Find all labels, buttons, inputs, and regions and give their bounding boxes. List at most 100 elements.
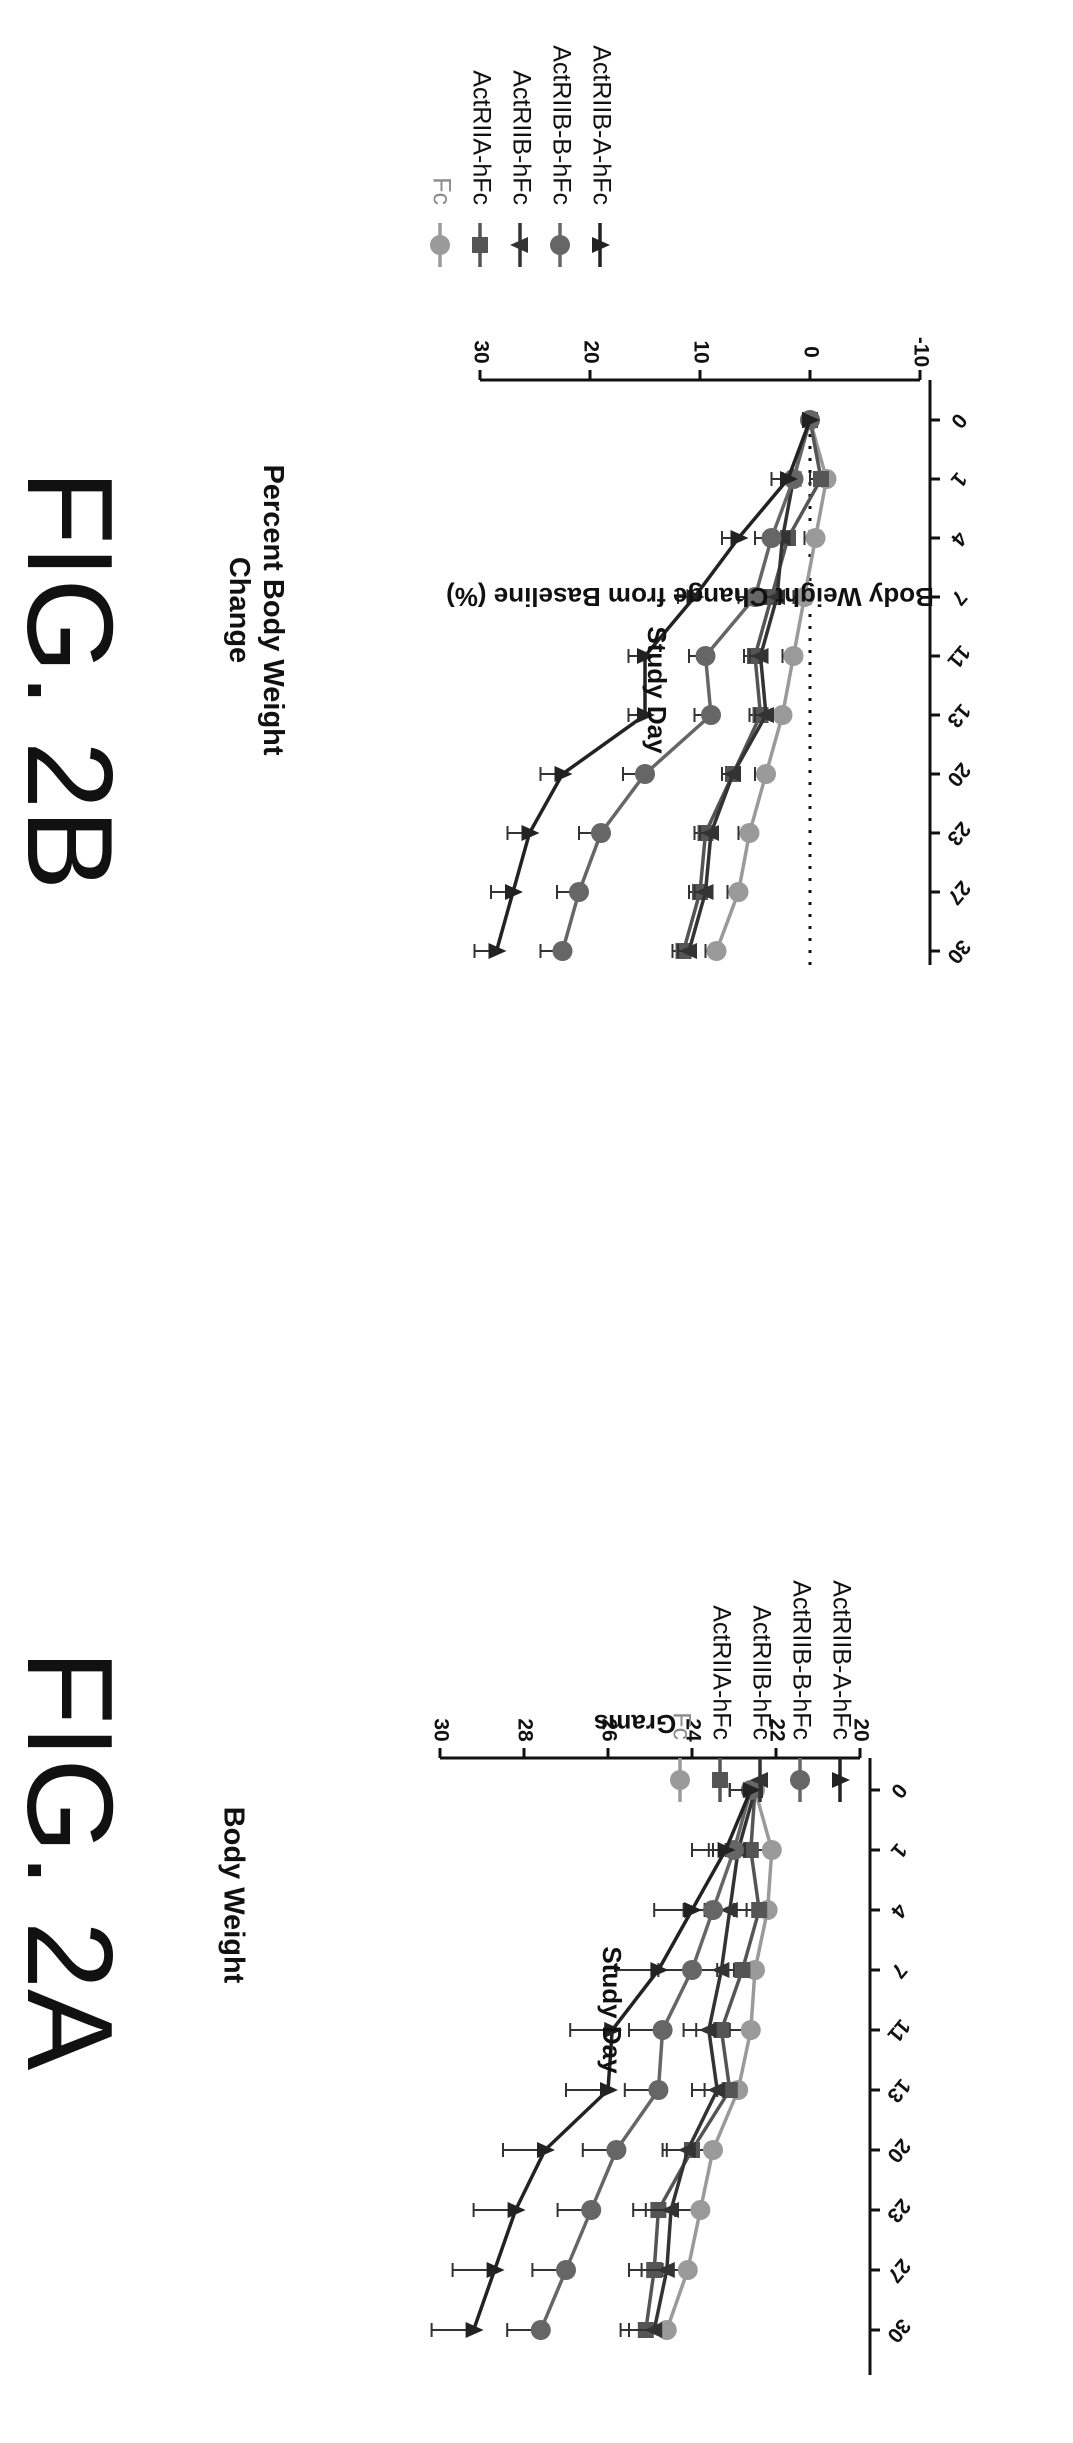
- data-point: [677, 2142, 696, 2158]
- category-tick-label: 20: [942, 758, 975, 791]
- data-point: [635, 764, 655, 784]
- data-point: [569, 882, 589, 902]
- series-line: [681, 419, 823, 952]
- data-point: [780, 471, 798, 487]
- data-point: [802, 412, 820, 428]
- category-tick-label: 1: [886, 1839, 911, 1863]
- data-point: [723, 766, 741, 782]
- category-tick-label: 27: [882, 2254, 915, 2287]
- value-tick-label: 28: [513, 1718, 536, 1742]
- data-point: [783, 646, 804, 666]
- data-point: [650, 1962, 669, 1978]
- data-point: [637, 648, 655, 664]
- series-line: [687, 419, 812, 952]
- category-tick-label: 4: [946, 527, 971, 551]
- legend-item-actriib-b-hfc: ActRIIB-B-hFc: [787, 1580, 815, 1802]
- legend-marker: [670, 1770, 690, 1790]
- data-point: [661, 2202, 679, 2218]
- legend-marker: [832, 1772, 850, 1788]
- data-point: [554, 766, 573, 782]
- data-point: [537, 2142, 555, 2158]
- category-tick-label: 7: [886, 1959, 911, 1983]
- data-point: [761, 1840, 782, 1860]
- category-tick-label: 11: [943, 641, 975, 673]
- series-line: [714, 419, 829, 952]
- data-point: [581, 2200, 602, 2220]
- y-axis-label: Body Weight Change from Baseline (%): [446, 582, 934, 612]
- data-point: [695, 884, 714, 900]
- data-point: [734, 1962, 751, 1978]
- data-point: [742, 1842, 759, 1858]
- data-point: [652, 2020, 673, 2040]
- legend-marker: [790, 1770, 810, 1790]
- legend-marker: [750, 1772, 768, 1788]
- category-tick-label: 23: [942, 817, 975, 850]
- value-tick-label: 0: [799, 346, 822, 358]
- series-line: [560, 419, 812, 952]
- series-actriib-a-hfc: [430, 1782, 761, 2338]
- value-tick-label: 24: [681, 1718, 704, 1742]
- value-tick-label: 30: [469, 340, 492, 363]
- data-point: [761, 528, 782, 548]
- data-point: [591, 823, 611, 843]
- data-point: [600, 2082, 618, 2098]
- category-tick-label: 27: [942, 876, 975, 909]
- data-point: [719, 1902, 738, 1918]
- series-actriib-b-hfc: [539, 410, 820, 961]
- data-point: [701, 825, 719, 841]
- legend-marker: [592, 237, 610, 253]
- legend-label: ActRIIB-B-hFc: [787, 1580, 815, 1740]
- series-line: [652, 1789, 757, 2331]
- series-actriib-a-hfc: [473, 412, 820, 959]
- data-point: [682, 1960, 702, 1980]
- legend-item-actriib-b-hfc: ActRIIB-B-hFc: [547, 45, 575, 267]
- legend-label: ActRIIA-hFc: [467, 70, 495, 205]
- legend-label: ActRIIA-hFc: [707, 1605, 735, 1740]
- series-actriib-hfc: [677, 412, 818, 959]
- data-point: [740, 2020, 761, 2040]
- category-tick-label: 13: [882, 2074, 915, 2107]
- value-tick-label: 20: [579, 340, 602, 363]
- data-point: [701, 705, 721, 725]
- data-point: [486, 2262, 505, 2278]
- chart-title: Percent Body WeightChange: [223, 464, 289, 755]
- data-point: [713, 2022, 730, 2038]
- value-tick-label: -10: [909, 337, 932, 367]
- category-tick-label: 7: [946, 586, 971, 610]
- value-tick-label: 30: [429, 1718, 452, 1741]
- legend-label: Fc: [667, 1712, 695, 1740]
- category-tick-label: 1: [946, 468, 971, 492]
- x-axis-label: Study Day: [597, 1946, 627, 2074]
- data-point: [488, 943, 507, 959]
- legend-item-actriib-a-hfc: ActRIIB-A-hFc: [827, 1580, 855, 1802]
- data-point: [742, 1782, 761, 1798]
- data-point: [721, 2082, 738, 2098]
- legend-label: ActRIIB-hFc: [507, 70, 535, 205]
- category-tick-label: 30: [942, 935, 975, 968]
- legend-item-fc: Fc: [427, 177, 455, 267]
- legend-item-actriib-hfc: ActRIIB-hFc: [507, 70, 535, 267]
- series-fc: [704, 410, 837, 961]
- data-point: [521, 825, 540, 841]
- legend-item-fc: Fc: [667, 1712, 695, 1802]
- series-actriib-b-hfc: [506, 1780, 761, 2340]
- legend-label: ActRIIB-B-hFc: [547, 45, 575, 205]
- value-tick-label: 26: [597, 1718, 620, 1741]
- data-point: [606, 2140, 627, 2160]
- data-point: [728, 882, 749, 902]
- data-point: [552, 941, 573, 961]
- percent-weight-change-legend: Fc ActRIIA-hFc ActRIIB-hFc ActRIIB-B-hFc Act…: [427, 45, 615, 267]
- data-point: [698, 2022, 717, 2038]
- body-weight-axes: [438, 1748, 880, 2375]
- data-point: [505, 884, 523, 900]
- legend-marker: [550, 235, 570, 255]
- x-axis-label: Study Day: [642, 626, 672, 754]
- data-point: [751, 1902, 768, 1918]
- legend-item-actriia-hfc: ActRIIA-hFc: [467, 70, 495, 267]
- category-tick-label: 30: [882, 2314, 915, 2347]
- series-line: [644, 1789, 761, 2331]
- data-point: [644, 2322, 663, 2338]
- series-line: [471, 1789, 753, 2331]
- data-point: [507, 2202, 526, 2218]
- category-tick-label: 4: [886, 1899, 911, 1923]
